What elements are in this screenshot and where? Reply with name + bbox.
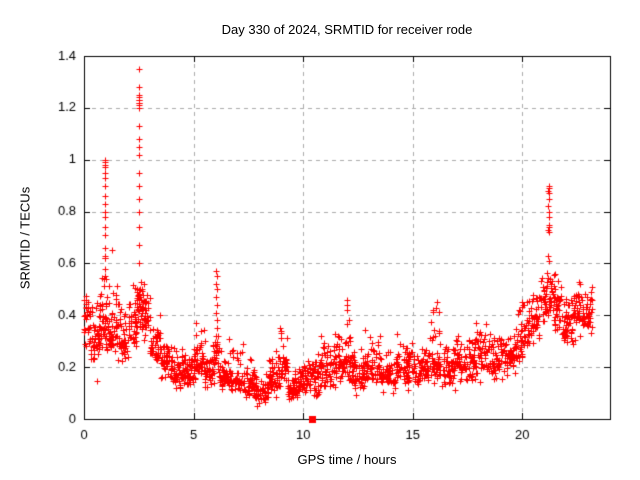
chart-title: Day 330 of 2024, SRMTID for receiver rod… (221, 22, 473, 37)
x-axis-label: GPS time / hours (297, 452, 397, 467)
y-axis-label: SRMTID / TECUs (17, 186, 33, 290)
